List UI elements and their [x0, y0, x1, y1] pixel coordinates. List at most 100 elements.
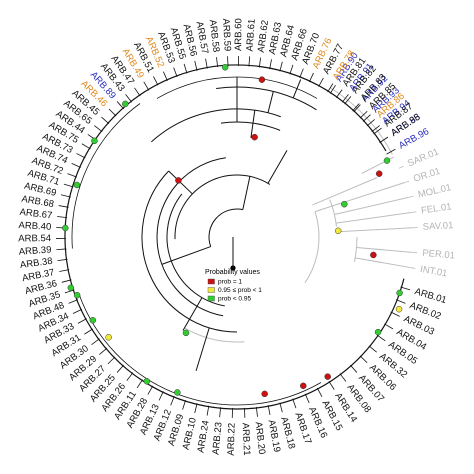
tip-label: ARB.61 — [244, 18, 257, 51]
tree-branch — [182, 399, 186, 410]
tree-branch — [99, 347, 108, 355]
tree-branch — [107, 356, 116, 365]
tree-branch — [78, 294, 322, 406]
tree-branch — [408, 195, 414, 198]
tree-branch — [335, 89, 343, 99]
legend-swatch — [207, 295, 215, 302]
node-marker — [67, 284, 75, 292]
tree-branch — [359, 355, 368, 364]
tree-branch — [94, 125, 103, 133]
tree-branch — [84, 328, 93, 335]
tip-label: ARB.40 — [18, 220, 51, 233]
tree-branch — [362, 114, 371, 122]
tree-branch — [58, 205, 69, 208]
tree-branch — [350, 364, 358, 373]
tree-branch — [314, 182, 405, 213]
node-marker — [258, 76, 266, 83]
node-marker — [324, 373, 331, 380]
node-marker — [395, 305, 403, 313]
tree-branch — [395, 299, 406, 304]
tree-nodes — [62, 64, 403, 398]
tree-branch — [101, 116, 110, 124]
tree-branch — [195, 327, 210, 372]
tree-branch — [108, 108, 117, 117]
tree-branch — [205, 58, 208, 69]
tree-branch — [404, 180, 410, 183]
tree-branch — [279, 402, 283, 413]
tree-branch — [267, 91, 274, 113]
tree-branch — [355, 257, 411, 269]
node-marker — [105, 334, 112, 341]
tree-branch — [250, 110, 256, 139]
tree-branch — [330, 87, 393, 155]
tip-label: ARB.62 — [256, 19, 271, 53]
tip-label: ARB.58 — [207, 19, 222, 53]
tree-branch — [335, 212, 412, 224]
node-marker — [261, 390, 268, 398]
node-marker — [175, 177, 182, 184]
tree-branch — [141, 170, 238, 333]
tree-branch — [344, 96, 352, 105]
tree-branch — [63, 183, 74, 188]
tree-branch — [194, 60, 198, 71]
tip-label: ARB.24 — [195, 420, 211, 454]
legend-label: prob < 0.95 — [218, 296, 251, 303]
tree-branch — [156, 157, 226, 317]
tree-branch — [60, 194, 71, 198]
tree-branch — [248, 56, 251, 67]
tree-branch — [182, 297, 203, 331]
tree-branch — [289, 64, 294, 75]
tree-branch — [371, 125, 380, 133]
tip-label: SAV.01 — [422, 220, 453, 233]
probability-legend: Probability values prob = 10.95 ≤ prob <… — [205, 269, 262, 303]
tree-branch — [242, 176, 251, 210]
tip-label: INT.01 — [419, 264, 448, 280]
tip-label: ARB.23 — [211, 422, 225, 456]
tree-branch — [220, 121, 281, 131]
tip-label: ARB.22 — [226, 423, 238, 456]
tree-branch — [299, 68, 304, 79]
node-marker — [334, 227, 342, 235]
tree-branch — [143, 81, 150, 91]
tip-label: ARB.38 — [19, 256, 53, 271]
node-marker — [375, 170, 383, 177]
tree-branch — [68, 299, 79, 304]
tree-branch — [398, 165, 404, 169]
tip-label: ARB.21 — [240, 423, 252, 456]
tree-branch — [173, 67, 178, 77]
tree-branch — [327, 83, 334, 93]
node-marker — [91, 137, 98, 145]
tree-branch — [183, 63, 188, 74]
tree-branch — [255, 406, 258, 417]
tree-branch — [353, 236, 358, 263]
tip-label: ARB.59 — [220, 18, 233, 51]
node-marker — [221, 64, 229, 71]
tree-branch — [71, 163, 81, 168]
node-marker — [251, 133, 258, 141]
tree-branch — [279, 61, 283, 72]
tree-branch — [116, 364, 124, 373]
legend-label: 0.95 ≤ prob < 1 — [218, 287, 262, 294]
tree-branch — [147, 385, 154, 395]
node-marker — [89, 317, 97, 324]
tree-branch — [292, 398, 297, 409]
tip-label: ARB.67 — [19, 207, 53, 222]
tree-branch — [373, 127, 382, 135]
tree-branch — [72, 308, 83, 314]
tree-branch — [316, 387, 323, 397]
tree-branch — [368, 345, 377, 353]
tip-label: PER.01 — [422, 248, 456, 262]
tree-branch — [59, 269, 70, 272]
tree-branch — [156, 76, 318, 99]
node-marker — [73, 291, 81, 299]
tree-branch — [125, 94, 133, 103]
tree-branch — [304, 211, 320, 284]
node-marker — [383, 157, 391, 164]
tree-branch — [410, 267, 416, 269]
tree-branch — [71, 103, 141, 249]
tree-branch — [384, 323, 394, 330]
tree-branch — [56, 248, 67, 251]
tree-branch — [126, 372, 134, 381]
